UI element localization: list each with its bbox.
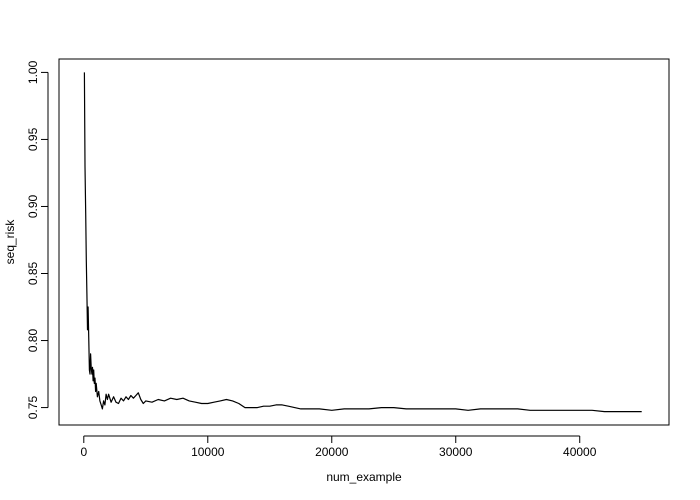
x-tick-label: 10000 (191, 445, 225, 459)
y-axis-title: seq_risk (3, 219, 17, 265)
y-tick-label: 0.90 (26, 194, 40, 218)
series-group (83, 72, 642, 413)
x-tick-label: 40000 (563, 445, 597, 459)
y-tick-label: 1.00 (26, 60, 40, 84)
x-tick-label: 20000 (315, 445, 349, 459)
y-tick-label: 0.85 (26, 262, 40, 286)
y-tick-label: 0.75 (26, 396, 40, 420)
plot-area-frame (58, 58, 670, 426)
y-tick-label: 0.95 (26, 127, 40, 151)
x-axis-title: num_example (326, 470, 402, 484)
x-tick-label: 0 (80, 445, 87, 459)
x-axis: 0 10000 20000 30000 40000 (80, 435, 597, 459)
series-line (83, 72, 642, 413)
y-tick-label: 0.80 (26, 329, 40, 353)
x-tick-label: 30000 (439, 445, 473, 459)
y-axis: 0.75 0.80 0.85 0.90 0.95 1.00 (26, 60, 49, 420)
